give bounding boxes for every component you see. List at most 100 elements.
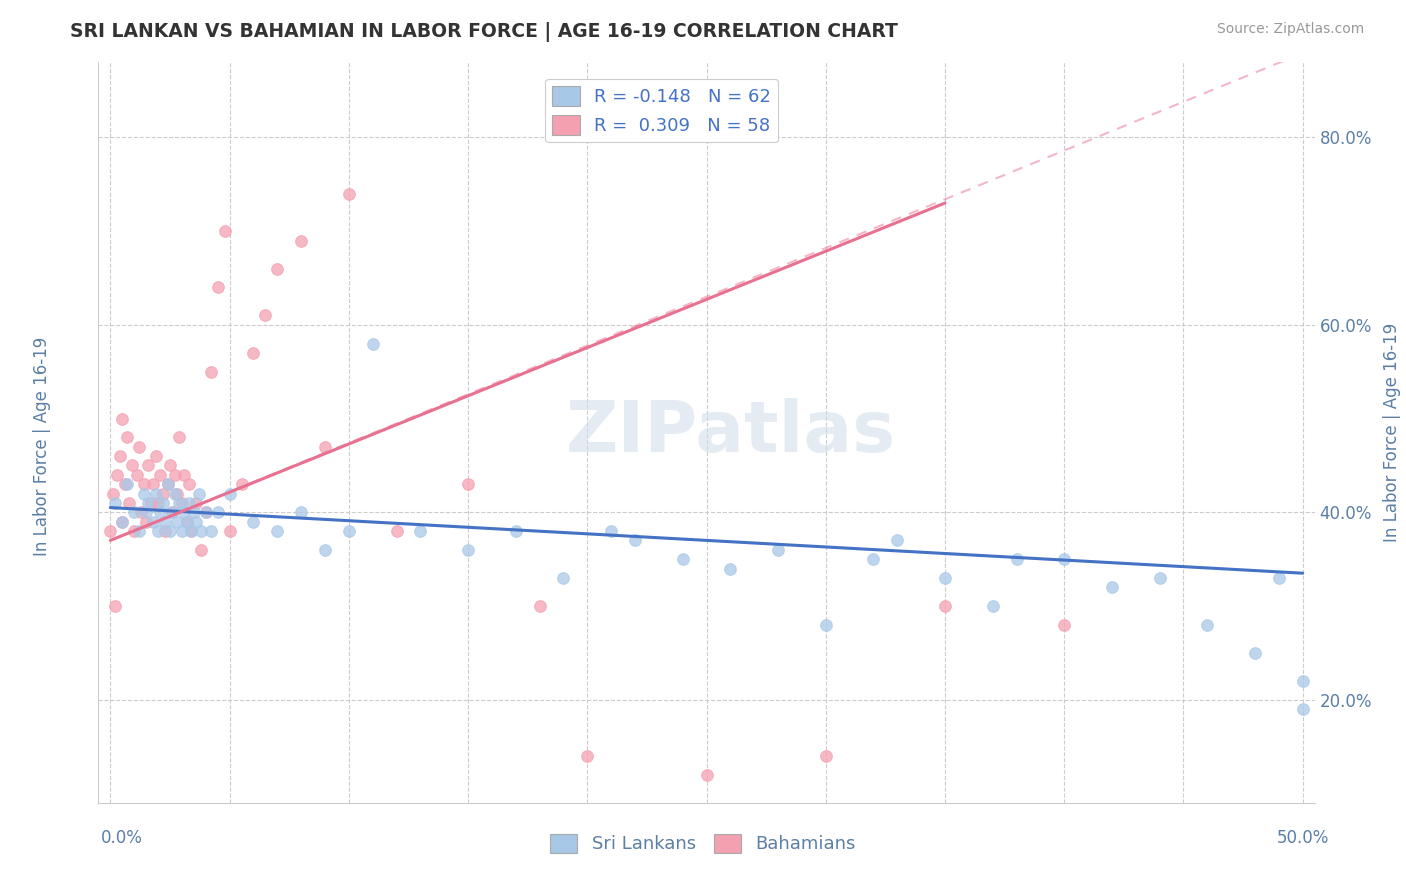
Point	[122, 524, 145, 538]
Point	[132, 486, 155, 500]
Point	[115, 430, 138, 444]
Point	[132, 477, 155, 491]
Point	[114, 477, 136, 491]
Point	[1244, 646, 1267, 660]
Point	[766, 542, 789, 557]
Point	[718, 561, 741, 575]
Point	[624, 533, 647, 548]
Point	[104, 599, 127, 613]
Point	[153, 515, 176, 529]
Point	[177, 477, 200, 491]
Point	[163, 486, 186, 500]
Point	[207, 280, 229, 294]
Point	[337, 524, 360, 538]
Point	[183, 505, 205, 519]
Point	[385, 524, 408, 538]
Point	[125, 467, 148, 482]
Point	[169, 430, 191, 444]
Point	[111, 515, 134, 529]
Point	[934, 571, 956, 585]
Point	[156, 477, 179, 491]
Point	[1053, 552, 1076, 566]
Point	[266, 524, 288, 538]
Point	[152, 496, 174, 510]
Point	[159, 458, 181, 473]
Point	[600, 524, 623, 538]
Point	[553, 571, 575, 585]
Point	[146, 496, 169, 510]
Point	[1149, 571, 1171, 585]
Point	[242, 346, 264, 360]
Point	[231, 477, 253, 491]
Point	[529, 599, 551, 613]
Point	[1005, 552, 1028, 566]
Point	[981, 599, 1004, 613]
Point	[1292, 702, 1315, 716]
Point	[814, 748, 837, 763]
Point	[1101, 580, 1123, 594]
Point	[180, 524, 202, 538]
Point	[214, 224, 236, 238]
Point	[200, 365, 222, 379]
Point	[207, 505, 229, 519]
Text: 0.0%: 0.0%	[101, 829, 143, 847]
Text: 50.0%: 50.0%	[1277, 829, 1329, 847]
Legend: R = -0.148   N = 62, R =  0.309   N = 58: R = -0.148 N = 62, R = 0.309 N = 58	[546, 78, 778, 142]
Point	[886, 533, 908, 548]
Point	[177, 496, 200, 510]
Point	[173, 467, 195, 482]
Point	[135, 505, 157, 519]
Point	[190, 542, 212, 557]
Point	[131, 505, 153, 519]
Point	[672, 552, 695, 566]
Point	[135, 515, 157, 529]
Point	[1197, 617, 1219, 632]
Point	[138, 496, 160, 510]
Point	[145, 486, 167, 500]
Point	[107, 467, 129, 482]
Point	[218, 486, 240, 500]
Point	[122, 505, 145, 519]
Point	[121, 458, 143, 473]
Point	[176, 515, 198, 529]
Point	[98, 524, 121, 538]
Text: ZIPatlas: ZIPatlas	[565, 398, 896, 467]
Point	[142, 477, 165, 491]
Point	[180, 524, 202, 538]
Point	[170, 496, 193, 510]
Point	[314, 542, 336, 557]
Text: Source: ZipAtlas.com: Source: ZipAtlas.com	[1216, 22, 1364, 37]
Point	[108, 449, 131, 463]
Point	[139, 496, 162, 510]
Point	[153, 524, 176, 538]
Point	[166, 486, 188, 500]
Point	[118, 496, 141, 510]
Point	[176, 515, 198, 529]
Point	[162, 505, 184, 519]
Point	[128, 440, 150, 454]
Point	[149, 505, 172, 519]
Point	[409, 524, 432, 538]
Point	[128, 524, 150, 538]
Point	[111, 515, 134, 529]
Text: SRI LANKAN VS BAHAMIAN IN LABOR FORCE | AGE 16-19 CORRELATION CHART: SRI LANKAN VS BAHAMIAN IN LABOR FORCE | …	[70, 22, 898, 42]
Point	[1268, 571, 1291, 585]
Point	[162, 505, 184, 519]
Point	[242, 515, 264, 529]
Legend: Sri Lankans, Bahamians: Sri Lankans, Bahamians	[543, 826, 863, 861]
Point	[145, 449, 167, 463]
Point	[457, 542, 479, 557]
Point	[159, 524, 181, 538]
Point	[194, 505, 217, 519]
Point	[166, 515, 188, 529]
Point	[814, 617, 837, 632]
Point	[266, 261, 288, 276]
Point	[200, 524, 222, 538]
Point	[576, 748, 599, 763]
Point	[1053, 617, 1076, 632]
Point	[254, 309, 277, 323]
Point	[1292, 673, 1315, 688]
Point	[934, 599, 956, 613]
Point	[156, 477, 179, 491]
Point	[170, 524, 193, 538]
